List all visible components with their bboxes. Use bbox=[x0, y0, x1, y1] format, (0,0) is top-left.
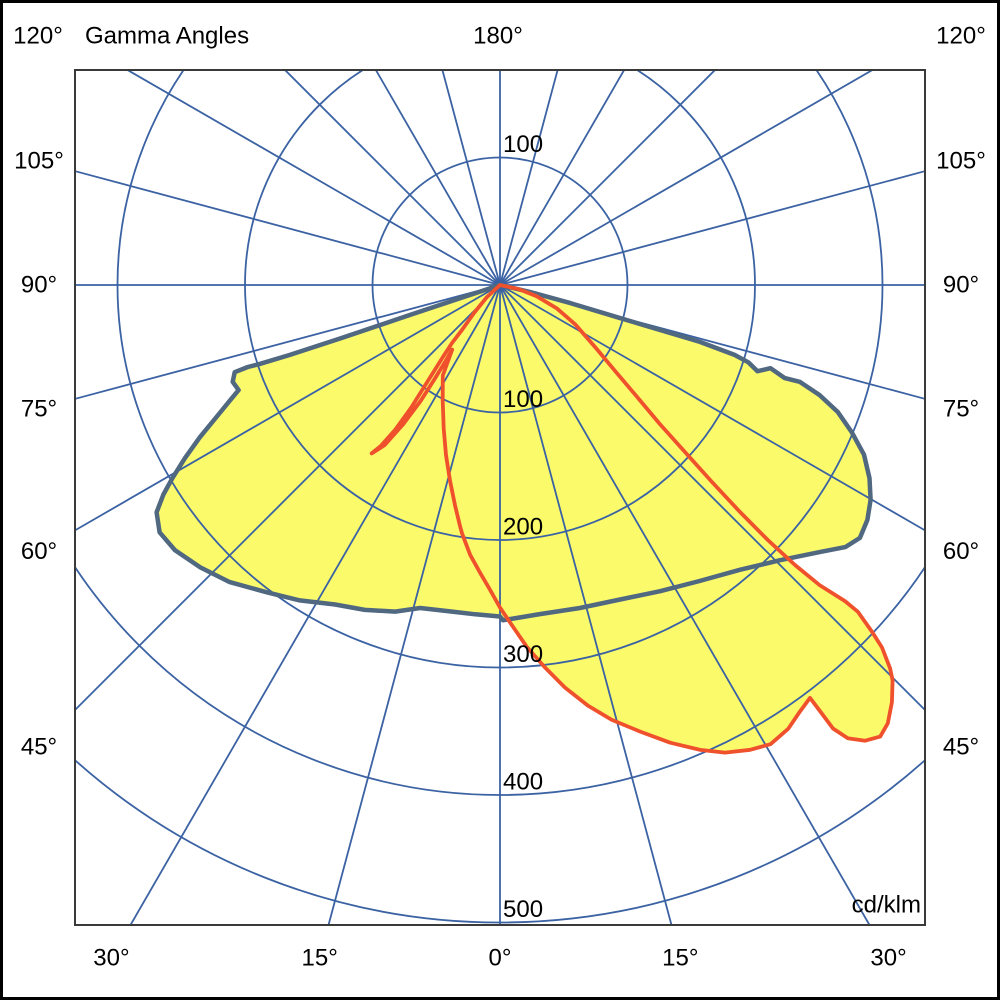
gamma-label-left-75: 75° bbox=[21, 395, 57, 422]
grid-ray-165 bbox=[499, 70, 559, 286]
curve-c0-c180-plane bbox=[154, 282, 873, 623]
gamma-label-right-105: 105° bbox=[936, 148, 986, 175]
radial-label-300: 300 bbox=[503, 641, 543, 668]
gamma-label-right-60: 60° bbox=[943, 538, 979, 565]
grid-ray-255 bbox=[75, 170, 501, 286]
radial-label-500: 500 bbox=[503, 896, 543, 923]
grid-ray-210 bbox=[374, 70, 501, 286]
gamma-label-right-45: 45° bbox=[943, 734, 979, 761]
gamma-label-left-45: 45° bbox=[21, 734, 57, 761]
grid-ray-315 bbox=[75, 284, 501, 712]
gamma-label-bottom-1: 15° bbox=[302, 945, 338, 972]
grid-ray-195 bbox=[441, 70, 501, 286]
grid-ray-150 bbox=[499, 70, 626, 286]
gamma-label-right-75: 75° bbox=[943, 395, 979, 422]
gamma-label-left-105: 105° bbox=[14, 148, 64, 175]
tick-label-layer: 100 100 200 300 400 500 105° 105° 90° 90° 75° 75° 60… bbox=[14, 131, 986, 972]
grid-ray-300 bbox=[75, 284, 501, 532]
grid-ray-105 bbox=[499, 170, 925, 286]
radial-label-200: 200 bbox=[503, 514, 543, 541]
gamma-label-top-left: 120° bbox=[13, 23, 63, 50]
radial-label-400: 400 bbox=[503, 769, 543, 796]
grid-ray-285 bbox=[75, 284, 501, 400]
gamma-label-bottom-0: 30° bbox=[93, 945, 129, 972]
grid-circle-400 bbox=[75, 565, 925, 796]
curve-c90-c270-plane bbox=[369, 283, 895, 755]
gamma-label-bottom-3: 15° bbox=[662, 945, 698, 972]
curve-c90-c270-plane-fill bbox=[371, 285, 893, 753]
gamma-label-top-right: 120° bbox=[936, 23, 986, 50]
chart-title: Gamma Angles bbox=[85, 23, 249, 50]
plot-frame bbox=[74, 69, 926, 926]
grid-ray-225 bbox=[283, 70, 501, 286]
curve-stroke-layer bbox=[154, 282, 895, 755]
plot-frame-layer bbox=[74, 69, 926, 926]
grid-circle-100 bbox=[371, 156, 629, 414]
grid-ray-120 bbox=[499, 70, 875, 286]
radial-label-top-100: 100 bbox=[503, 131, 543, 158]
gamma-label-left-90: 90° bbox=[21, 272, 57, 299]
grid-ray-240 bbox=[125, 70, 501, 286]
curve-fill-layer bbox=[156, 285, 893, 753]
grid-ray-75 bbox=[499, 284, 925, 400]
grid-ray-30 bbox=[499, 284, 871, 925]
gamma-label-bottom-4: 30° bbox=[870, 945, 906, 972]
grid-ray-45 bbox=[499, 284, 925, 712]
grid-ray-60 bbox=[499, 284, 925, 532]
radial-label-100: 100 bbox=[503, 386, 543, 413]
grid-circle-200 bbox=[244, 70, 756, 541]
gamma-label-left-60: 60° bbox=[21, 538, 57, 565]
grid-circle-500 bbox=[75, 758, 925, 924]
gamma-label-bottom-2: 0° bbox=[489, 945, 512, 972]
grid-ray-330 bbox=[129, 284, 501, 925]
grid-ray-135 bbox=[499, 70, 717, 286]
grid-ray-345 bbox=[327, 284, 501, 925]
unit-label: cd/klm bbox=[852, 892, 921, 919]
gamma-label-right-90: 90° bbox=[943, 272, 979, 299]
grid-circle-300 bbox=[116, 70, 884, 669]
gamma-label-top-center: 180° bbox=[473, 23, 523, 50]
grid-ray-15 bbox=[499, 284, 673, 925]
